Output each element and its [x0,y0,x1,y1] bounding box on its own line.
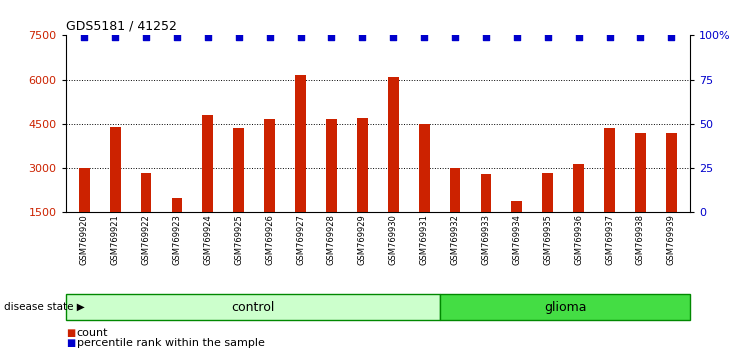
Point [356,34,368,40]
Bar [172,198,182,257]
Point [634,34,646,40]
Bar [512,201,522,257]
Text: disease state ▶: disease state ▶ [4,302,85,312]
Point [202,34,214,40]
Bar [440,294,690,320]
Bar [295,75,306,257]
Text: control: control [231,301,274,314]
Bar [66,294,440,320]
Bar [234,128,244,257]
Bar [202,115,213,257]
Bar [635,133,646,257]
Bar [264,120,275,257]
Point [480,34,492,40]
Point [418,34,430,40]
Point [449,34,461,40]
Point [295,34,307,40]
Bar [357,118,368,257]
Text: ■: ■ [66,338,75,348]
Point [573,34,585,40]
Bar [666,133,677,257]
Bar [110,127,120,257]
Point [604,34,615,40]
Point [171,34,182,40]
Point [326,34,337,40]
Point [511,34,523,40]
Text: glioma: glioma [544,301,586,314]
Bar [141,172,151,257]
Bar [573,164,584,257]
Bar [419,124,429,257]
Point [140,34,152,40]
Bar [480,174,491,257]
Point [110,34,121,40]
Text: ■: ■ [66,328,75,338]
Bar [326,120,337,257]
Point [264,34,275,40]
Point [542,34,553,40]
Bar [450,168,461,257]
Bar [604,128,615,257]
Point [233,34,245,40]
Point [388,34,399,40]
Text: GDS5181 / 41252: GDS5181 / 41252 [66,19,177,33]
Point [78,34,90,40]
Bar [79,168,90,257]
Bar [542,172,553,257]
Text: count: count [77,328,108,338]
Bar [388,77,399,257]
Point [666,34,677,40]
Text: percentile rank within the sample: percentile rank within the sample [77,338,264,348]
